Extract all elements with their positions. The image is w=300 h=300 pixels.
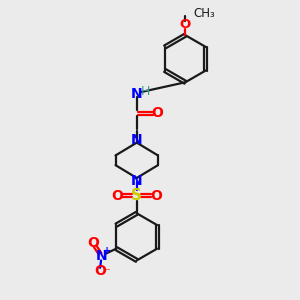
Text: O: O (152, 106, 163, 120)
Text: O: O (94, 264, 106, 278)
Text: S: S (131, 188, 142, 203)
Text: O: O (112, 189, 124, 202)
Text: ⁻: ⁻ (103, 267, 110, 280)
Text: O: O (150, 189, 162, 202)
Text: +: + (103, 246, 111, 256)
Text: O: O (180, 18, 191, 32)
Text: N: N (131, 174, 142, 188)
Text: N: N (131, 87, 142, 101)
Text: N: N (131, 133, 142, 147)
Text: N: N (96, 249, 107, 263)
Text: H: H (140, 85, 150, 98)
Text: CH₃: CH₃ (194, 8, 215, 20)
Text: O: O (87, 236, 99, 250)
